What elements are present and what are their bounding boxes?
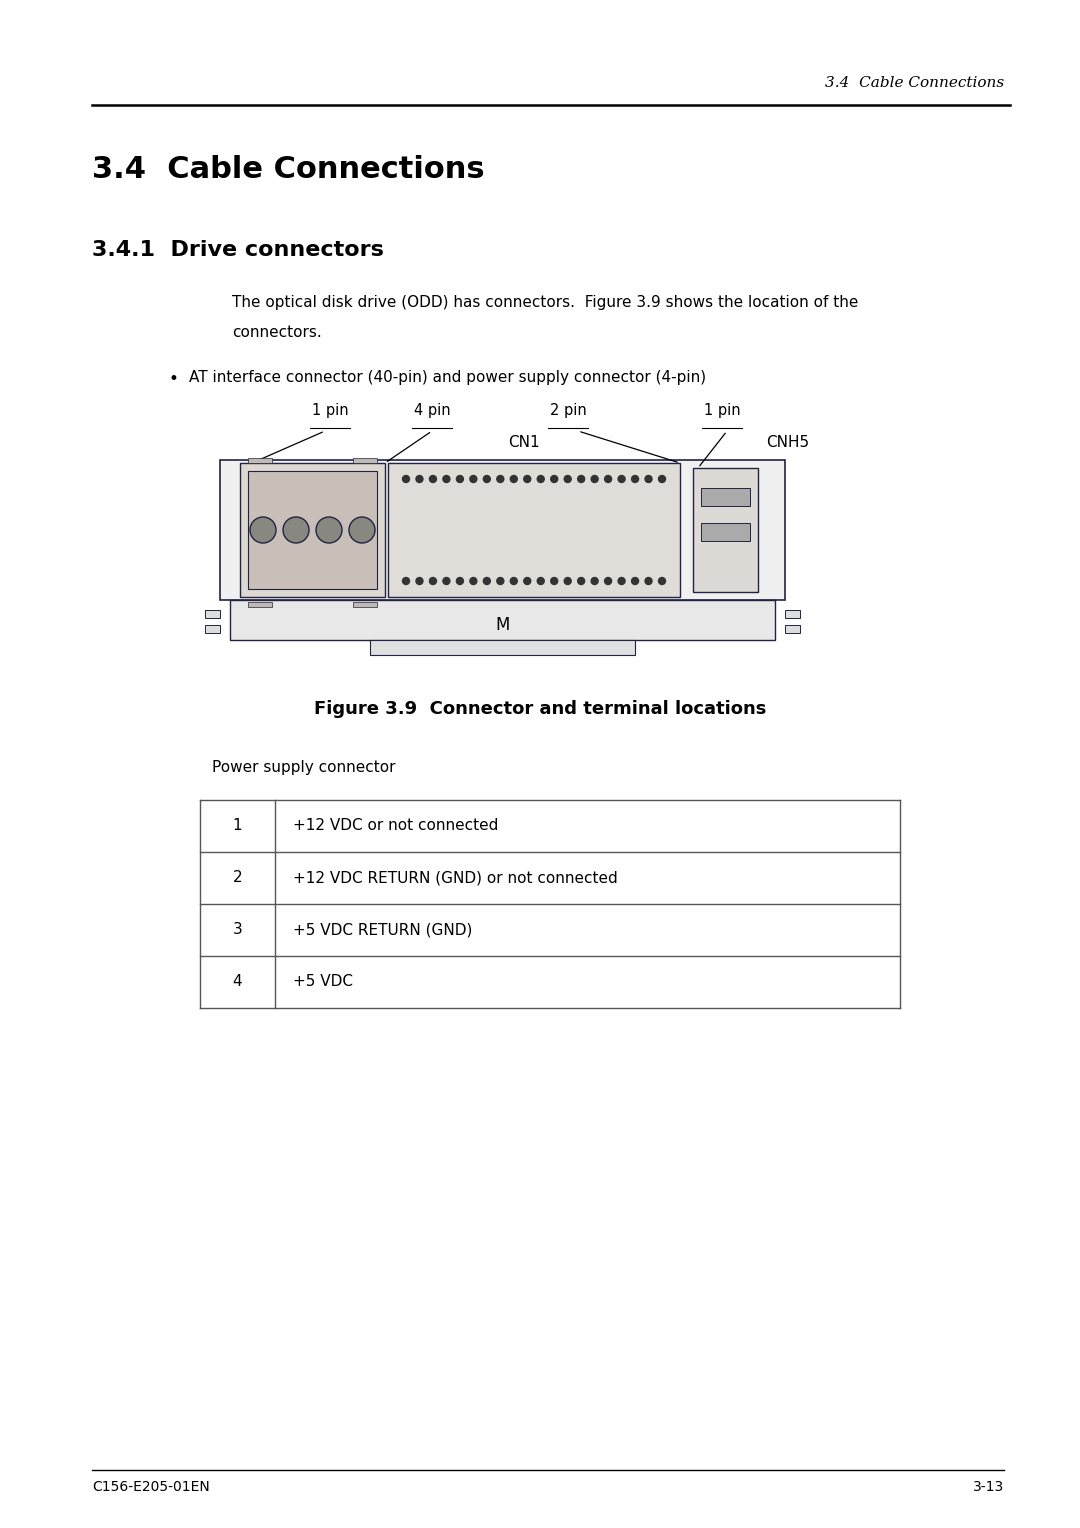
Text: +5 VDC RETURN (GND): +5 VDC RETURN (GND) — [293, 923, 472, 938]
Text: Power supply connector: Power supply connector — [212, 759, 395, 775]
Circle shape — [618, 578, 625, 585]
Circle shape — [578, 578, 584, 585]
Bar — [701, 487, 750, 506]
Circle shape — [443, 475, 450, 483]
Circle shape — [283, 516, 309, 542]
Bar — [205, 610, 220, 617]
Circle shape — [416, 578, 423, 585]
Circle shape — [578, 475, 584, 483]
Circle shape — [618, 475, 625, 483]
Text: •: • — [168, 370, 178, 388]
Text: 3.4  Cable Connections: 3.4 Cable Connections — [92, 154, 485, 183]
Bar — [248, 458, 272, 463]
Circle shape — [659, 475, 665, 483]
Text: 1 pin: 1 pin — [704, 403, 740, 419]
Bar — [701, 523, 750, 541]
Text: +12 VDC or not connected: +12 VDC or not connected — [293, 819, 498, 833]
Bar — [248, 602, 272, 607]
Text: 1 pin: 1 pin — [312, 403, 349, 419]
Circle shape — [457, 578, 463, 585]
Circle shape — [430, 475, 436, 483]
Text: 4: 4 — [232, 975, 242, 990]
Text: 3: 3 — [232, 923, 242, 938]
Circle shape — [591, 578, 598, 585]
Circle shape — [497, 475, 503, 483]
Text: 1: 1 — [232, 819, 242, 833]
Circle shape — [249, 516, 276, 542]
Text: +12 VDC RETURN (GND) or not connected: +12 VDC RETURN (GND) or not connected — [293, 871, 618, 886]
Text: 2: 2 — [232, 871, 242, 886]
Circle shape — [591, 475, 598, 483]
Circle shape — [605, 475, 611, 483]
Text: CN1: CN1 — [509, 435, 540, 451]
Circle shape — [605, 578, 611, 585]
Bar — [205, 625, 220, 633]
Circle shape — [430, 578, 436, 585]
Text: 3.4.1  Drive connectors: 3.4.1 Drive connectors — [92, 240, 383, 260]
Text: Figure 3.9  Connector and terminal locations: Figure 3.9 Connector and terminal locati… — [314, 700, 766, 718]
Bar — [693, 468, 758, 591]
Circle shape — [645, 578, 652, 585]
Circle shape — [524, 578, 530, 585]
Circle shape — [497, 578, 503, 585]
Circle shape — [632, 475, 638, 483]
Circle shape — [457, 475, 463, 483]
Circle shape — [510, 475, 517, 483]
Bar — [785, 625, 800, 633]
Bar — [353, 602, 377, 607]
Circle shape — [551, 578, 557, 585]
Bar — [370, 640, 635, 656]
Bar — [230, 601, 775, 640]
Circle shape — [470, 578, 477, 585]
Circle shape — [403, 578, 409, 585]
Circle shape — [564, 475, 571, 483]
Text: 4 pin: 4 pin — [414, 403, 450, 419]
Text: AT interface connector (40-pin) and power supply connector (4-pin): AT interface connector (40-pin) and powe… — [189, 370, 706, 385]
Circle shape — [564, 578, 571, 585]
Bar — [220, 460, 785, 601]
Text: CNH5: CNH5 — [766, 435, 809, 451]
Circle shape — [537, 475, 544, 483]
Bar — [353, 458, 377, 463]
Text: +5 VDC: +5 VDC — [293, 975, 353, 990]
Text: C156-E205-01EN: C156-E205-01EN — [92, 1481, 210, 1494]
Circle shape — [659, 578, 665, 585]
Circle shape — [316, 516, 342, 542]
Circle shape — [403, 475, 409, 483]
Circle shape — [416, 475, 423, 483]
Circle shape — [551, 475, 557, 483]
Circle shape — [443, 578, 450, 585]
Bar — [240, 463, 384, 597]
Bar — [248, 471, 377, 588]
Circle shape — [510, 578, 517, 585]
Circle shape — [470, 475, 477, 483]
Text: 2 pin: 2 pin — [550, 403, 586, 419]
Circle shape — [484, 578, 490, 585]
Bar — [785, 610, 800, 617]
Circle shape — [645, 475, 652, 483]
Text: M: M — [496, 616, 510, 634]
Circle shape — [524, 475, 530, 483]
Text: connectors.: connectors. — [232, 325, 322, 341]
Text: 3-13: 3-13 — [973, 1481, 1004, 1494]
Circle shape — [484, 475, 490, 483]
Text: 3.4  Cable Connections: 3.4 Cable Connections — [825, 76, 1004, 90]
Circle shape — [537, 578, 544, 585]
Bar — [388, 463, 680, 597]
Circle shape — [349, 516, 375, 542]
Text: The optical disk drive (ODD) has connectors.  Figure 3.9 shows the location of t: The optical disk drive (ODD) has connect… — [232, 295, 859, 310]
Circle shape — [632, 578, 638, 585]
